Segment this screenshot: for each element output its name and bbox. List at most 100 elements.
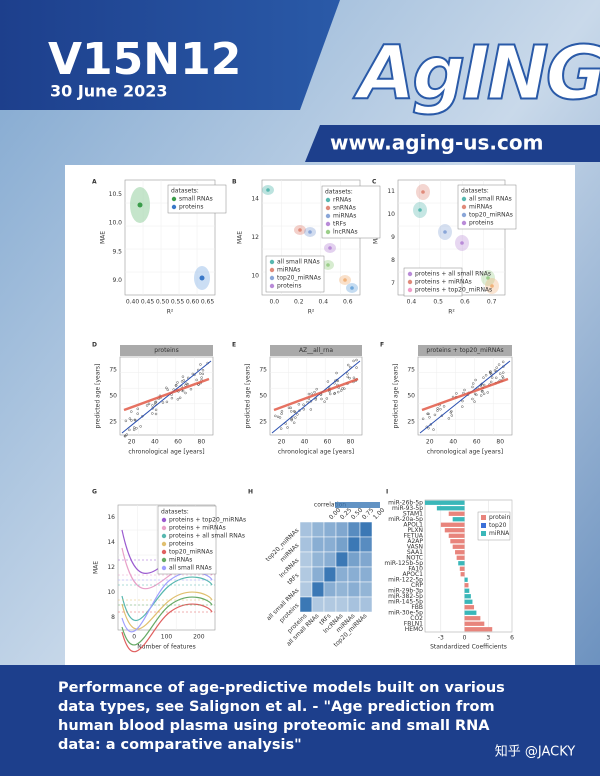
bar — [459, 566, 465, 571]
point — [284, 422, 287, 425]
legend-swatch — [161, 549, 167, 555]
point — [355, 366, 358, 369]
point — [433, 413, 437, 417]
heat-cell — [299, 566, 313, 583]
bar — [464, 616, 481, 621]
x-axis-label: chronological age [years] — [427, 449, 503, 456]
x-tick-label: 200 — [193, 634, 205, 641]
dot — [326, 263, 330, 267]
x-tick-label: 80 — [198, 439, 206, 446]
dot — [266, 188, 270, 192]
x-axis-label: R² — [448, 309, 455, 316]
y-tick-label: 75 — [109, 367, 117, 374]
legend-swatch — [325, 221, 331, 227]
heat-cell — [347, 566, 361, 583]
point — [130, 410, 133, 413]
legend-swatch — [461, 220, 467, 226]
x-tick-label: 60 — [324, 439, 332, 446]
header-band — [0, 0, 340, 110]
point — [329, 392, 332, 396]
point — [427, 412, 430, 416]
strip — [270, 345, 362, 356]
point — [333, 391, 336, 395]
point — [289, 406, 292, 410]
point — [313, 390, 316, 394]
point — [473, 400, 476, 403]
point — [280, 410, 284, 413]
caption-line: Performance of age-predictive models bui… — [58, 680, 505, 696]
panel-letter: F — [380, 342, 384, 349]
point — [450, 414, 453, 417]
point — [286, 426, 289, 429]
legend-title: datasets: — [461, 188, 489, 195]
point — [347, 363, 350, 367]
watermark: 知乎 @JACKY — [495, 744, 576, 760]
point — [176, 398, 180, 401]
heat-cell — [311, 521, 325, 538]
point — [201, 372, 204, 376]
point — [124, 419, 128, 423]
legend-swatch — [161, 557, 167, 563]
heat-cell — [359, 551, 373, 568]
point — [147, 402, 151, 406]
legend-swatch — [407, 287, 413, 293]
heat-cell — [323, 566, 337, 583]
point — [326, 380, 330, 383]
point — [293, 410, 296, 413]
point — [421, 417, 425, 421]
legend-box — [157, 505, 217, 575]
x-tick-label: 0.7 — [487, 299, 497, 306]
point — [154, 412, 158, 416]
y-tick-label: 25 — [259, 419, 267, 426]
fit-line — [421, 377, 509, 412]
point — [178, 396, 182, 399]
dot — [490, 284, 494, 288]
point — [439, 408, 442, 411]
feature-label: CO2 — [410, 615, 423, 622]
point — [482, 376, 485, 379]
legend-box — [457, 184, 517, 230]
point — [499, 372, 502, 375]
legend-box — [265, 255, 325, 293]
y-tick-label: 10 — [251, 272, 259, 279]
x-tick-label: 40 — [301, 439, 309, 446]
point — [352, 376, 356, 379]
y-axis-label: MAE — [93, 561, 100, 574]
point — [274, 414, 277, 418]
legend-item: all small RNAs — [277, 259, 320, 266]
dot — [418, 208, 422, 212]
y-tick-label: 10.0 — [109, 220, 123, 227]
dot — [443, 230, 447, 234]
bar — [448, 533, 465, 538]
bar — [455, 550, 465, 555]
legend-box — [167, 184, 227, 214]
point — [135, 427, 138, 430]
legend-item: miRNA — [489, 530, 510, 537]
legend-title: datasets: — [325, 189, 353, 196]
panel-letter: B — [232, 179, 237, 186]
point — [489, 370, 492, 373]
x-tick-label: 0.4 — [318, 299, 328, 306]
x-tick-label: 40 — [449, 439, 457, 446]
identity-line — [121, 360, 212, 434]
y-tick-label: 25 — [109, 419, 117, 426]
point — [309, 408, 313, 411]
point — [181, 375, 185, 378]
dot — [421, 190, 425, 194]
x-tick-label: 80 — [496, 439, 504, 446]
x-tick-label: 0.2 — [294, 299, 304, 306]
feature-label: VASN — [407, 543, 423, 550]
strip-label: proteins — [154, 347, 178, 354]
heat-cell — [299, 521, 313, 538]
bar — [440, 522, 465, 527]
strip — [120, 345, 213, 356]
y-tick-label: 10 — [387, 211, 395, 218]
panel-letter: D — [92, 342, 97, 349]
point — [474, 378, 477, 382]
panel-letter: E — [232, 342, 236, 349]
point — [293, 421, 296, 424]
point — [426, 412, 429, 415]
point — [290, 417, 293, 421]
heat-cell — [359, 536, 373, 553]
legend-swatch — [461, 204, 467, 210]
